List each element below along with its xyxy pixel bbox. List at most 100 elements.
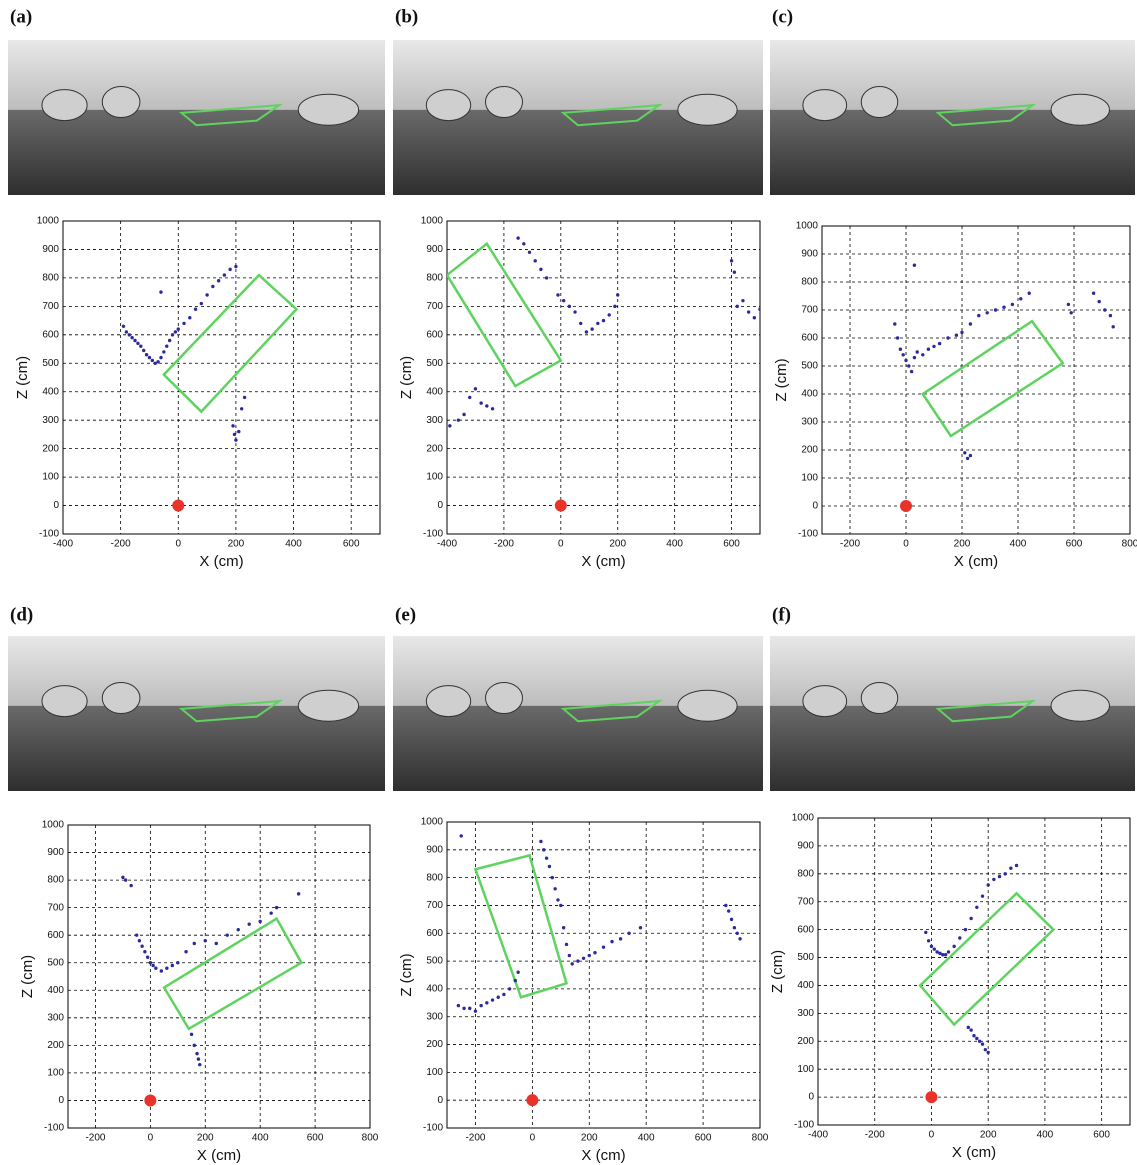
x-axis-label: X (cm) <box>199 553 243 570</box>
point <box>550 875 554 880</box>
point <box>980 894 985 898</box>
point <box>960 330 964 335</box>
point <box>969 916 973 921</box>
point <box>907 364 911 368</box>
point <box>741 298 745 303</box>
point <box>963 451 967 455</box>
point <box>527 250 532 254</box>
point <box>176 327 180 331</box>
point <box>587 953 591 958</box>
point <box>130 335 134 340</box>
point <box>912 263 917 267</box>
plot: -400 -200 0 200 400 600 -100 0 100 200 300 400 500 60… <box>14 216 381 570</box>
x-tick-label: -200 <box>840 539 860 550</box>
point <box>462 412 466 417</box>
point <box>738 937 742 941</box>
point <box>485 1001 489 1005</box>
point <box>613 304 617 309</box>
y-tick-label: 200 <box>42 443 59 454</box>
point <box>556 898 560 902</box>
x-tick-label: 0 <box>530 1133 536 1144</box>
parking-slot <box>447 241 563 388</box>
point <box>159 290 163 294</box>
point <box>898 347 903 351</box>
y-tick-label: -100 <box>44 1123 64 1134</box>
y-tick-label: 100 <box>797 1064 814 1075</box>
point <box>590 327 594 331</box>
y-tick-label: 400 <box>801 389 818 400</box>
point <box>912 355 917 360</box>
point <box>1002 305 1006 309</box>
photo-slot-overlay <box>560 103 663 127</box>
photo-car <box>41 89 88 122</box>
point <box>473 387 478 391</box>
point <box>140 944 144 948</box>
point <box>909 369 914 374</box>
panel-label: (a) <box>10 6 32 27</box>
point <box>977 1039 982 1043</box>
point <box>137 938 142 943</box>
plot-bg <box>822 226 1130 534</box>
point <box>522 242 526 246</box>
point <box>205 293 209 297</box>
plot-bg <box>818 818 1130 1125</box>
photo-car <box>425 89 472 122</box>
point <box>148 961 153 965</box>
camera-photo <box>393 40 763 195</box>
photo-car <box>297 689 360 722</box>
point <box>954 333 959 337</box>
photo-slot-overlay <box>560 699 663 723</box>
x-tick-label: 0 <box>929 1130 935 1141</box>
point <box>581 956 586 961</box>
x-tick-label: 600 <box>1093 1130 1110 1141</box>
point <box>165 966 169 970</box>
y-tick-label: 300 <box>42 415 59 426</box>
point <box>121 324 126 328</box>
y-tick-label: 800 <box>426 273 443 284</box>
point <box>159 355 163 360</box>
y-tick-label: -100 <box>423 529 443 540</box>
point <box>1027 291 1031 295</box>
y-tick-label: 1000 <box>42 820 65 831</box>
y-tick-label: 300 <box>426 415 443 426</box>
photo-car <box>677 689 738 722</box>
point <box>963 927 968 932</box>
parking-slot <box>473 853 569 999</box>
x-tick-label: -400 <box>808 1130 828 1141</box>
y-tick-label: 900 <box>47 847 64 858</box>
y-tick-label: 1000 <box>421 817 444 828</box>
camera <box>900 500 912 512</box>
point <box>559 903 563 908</box>
point <box>1010 302 1015 307</box>
photo-car <box>802 89 848 122</box>
camera-photo <box>8 40 385 195</box>
point <box>966 1025 971 1030</box>
parking-slot <box>921 319 1065 438</box>
point <box>462 1006 466 1011</box>
y-tick-label: 0 <box>437 500 443 511</box>
y-tick-label: 100 <box>47 1068 64 1079</box>
y-tick-label: 500 <box>797 952 814 963</box>
point <box>570 962 574 966</box>
y-tick-label: 600 <box>797 924 814 935</box>
point <box>638 926 643 930</box>
y-tick-label: 700 <box>797 896 814 907</box>
point <box>921 353 925 357</box>
point <box>195 1051 199 1056</box>
point <box>539 839 543 844</box>
point <box>479 401 483 405</box>
camera <box>554 499 567 512</box>
photo-car <box>425 685 472 718</box>
x-tick-label: 0 <box>903 539 909 550</box>
point <box>601 945 606 949</box>
point <box>729 917 734 922</box>
point <box>247 922 251 926</box>
point <box>513 978 517 983</box>
point <box>193 307 198 311</box>
point <box>924 930 928 935</box>
point <box>184 950 188 954</box>
point <box>170 963 175 968</box>
x-tick-label: 400 <box>1010 539 1027 550</box>
plot-content <box>456 834 742 1107</box>
photo-car <box>485 682 523 714</box>
